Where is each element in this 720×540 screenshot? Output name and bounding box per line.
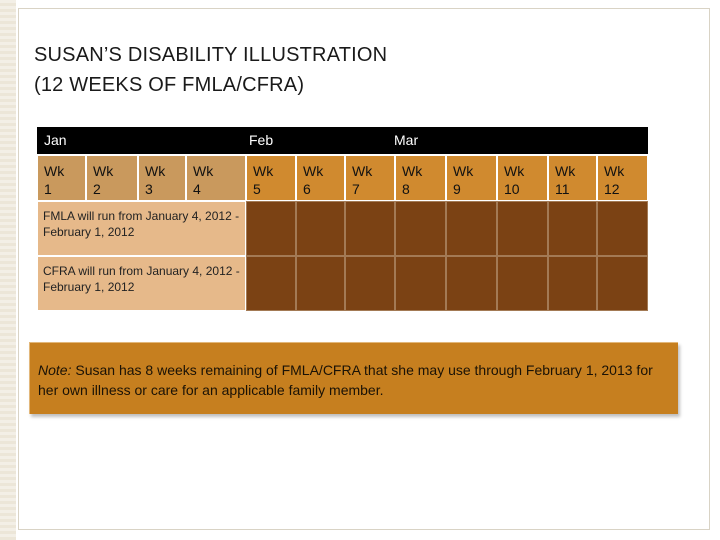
cfra-remaining-week-6 (296, 256, 345, 311)
fmla-remaining-week-5 (246, 201, 296, 256)
week-cell-6: Wk 6 (296, 155, 345, 201)
week-cell-4: Wk 4 (186, 155, 246, 201)
weeks-header-row: Wk 1 Wk 2 Wk 3 Wk 4 Wk 5 Wk 6 Wk 7 Wk 8 Wk 9 Wk 10… (37, 155, 648, 201)
fmla-remaining-week-6 (296, 201, 345, 256)
week-cell-3: Wk 3 (138, 155, 186, 201)
leave-grid: FMLA will run from January 4, 2012 - Feb… (37, 201, 648, 311)
fmla-row-label: FMLA will run from January 4, 2012 - Feb… (37, 201, 246, 256)
cfra-remaining-week-12 (597, 256, 648, 311)
week-cell-1: Wk 1 (37, 155, 86, 201)
cfra-remaining-week-7 (345, 256, 395, 311)
fmla-remaining-week-7 (345, 201, 395, 256)
title-line-1: SUSAN’S DISABILITY ILLUSTRATION (34, 44, 388, 66)
cfra-remaining-week-9 (446, 256, 497, 311)
month-jan: Jan (44, 132, 67, 148)
month-mar: Mar (394, 132, 419, 148)
fmla-remaining-week-12 (597, 201, 648, 256)
week-cell-11: Wk 11 (548, 155, 597, 201)
cfra-remaining-week-11 (548, 256, 597, 311)
fmla-remaining-week-8 (395, 201, 446, 256)
cfra-remaining-week-10 (497, 256, 548, 311)
week-cell-5: Wk 5 (246, 155, 296, 201)
slide-frame (18, 8, 710, 530)
month-feb: Feb (249, 132, 274, 148)
fmla-remaining-week-9 (446, 201, 497, 256)
week-cell-8: Wk 8 (395, 155, 446, 201)
week-cell-10: Wk 10 (497, 155, 548, 201)
note-lead: Note: (38, 362, 72, 378)
week-cell-7: Wk 7 (345, 155, 395, 201)
title-line-2: (12 WEEKS OF FMLA/CFRA) (34, 74, 305, 96)
cfra-row-label: CFRA will run from January 4, 2012 - Feb… (37, 256, 246, 311)
decorative-side-bar (0, 0, 16, 540)
note-callout: Note: Susan has 8 weeks remaining of FML… (29, 342, 678, 414)
note-text: Susan has 8 weeks remaining of FMLA/CFRA… (38, 362, 653, 398)
fmla-remaining-week-11 (548, 201, 597, 256)
fmla-remaining-week-10 (497, 201, 548, 256)
slide-title: SUSAN’S DISABILITY ILLUSTRATION (12 WEEK… (34, 40, 674, 100)
cfra-remaining-week-5 (246, 256, 296, 311)
week-cell-9: Wk 9 (446, 155, 497, 201)
week-cell-12: Wk 12 (597, 155, 648, 201)
month-header-bar: Jan Feb Mar (37, 127, 648, 154)
week-cell-2: Wk 2 (86, 155, 138, 201)
cfra-remaining-week-8 (395, 256, 446, 311)
